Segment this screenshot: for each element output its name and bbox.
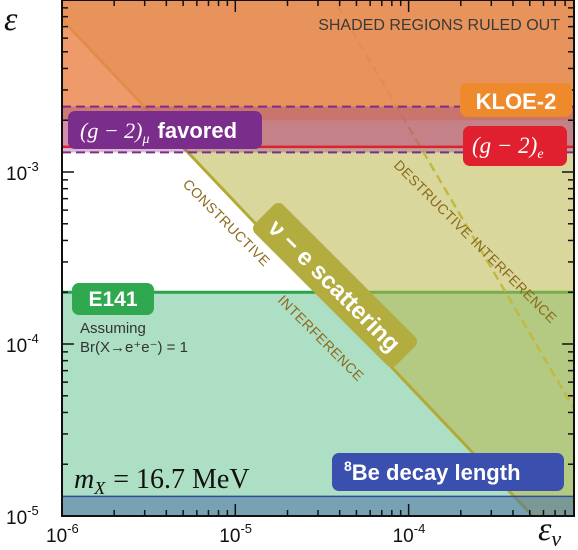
y-tick-label: 10-4 [6, 331, 39, 357]
tick-labels: 10-6 10-5 10-4 10-5 10-4 10-3 [6, 159, 425, 547]
x-tick-label: 10-5 [219, 521, 252, 547]
y-tick-label: 10-3 [6, 159, 39, 185]
g2mu-label: (g − 2)μ favored [68, 111, 262, 149]
mass-label: mX = 16.7 MeV [74, 464, 250, 498]
x-tick-label: 10-6 [46, 521, 79, 547]
e141-caveat-line1: Assuming [80, 320, 146, 337]
be8-label: 8Be decay length [332, 453, 564, 491]
x-tick-label: 10-4 [393, 521, 426, 547]
g2e-label: (g − 2)e [463, 126, 567, 166]
y-axis-label: ε [4, 1, 18, 38]
y-tick-label: 10-5 [6, 503, 39, 529]
kloe-label: KLOE-2 [460, 83, 572, 117]
be8-label-text: 8Be decay length [344, 458, 521, 485]
g2mu-label-text: (g − 2)μ favored [80, 118, 237, 147]
e141-label-text: E141 [88, 288, 137, 311]
ruled-out-note: SHADED REGIONS RULED OUT [318, 17, 560, 34]
kloe-label-text: KLOE-2 [476, 89, 557, 114]
e141-caveat-line2: Br(X→e⁺e⁻) = 1 [80, 339, 188, 356]
be8-region [62, 496, 574, 516]
g2e-label-text: (g − 2)e [472, 133, 544, 162]
e141-label: E141 [72, 283, 154, 315]
